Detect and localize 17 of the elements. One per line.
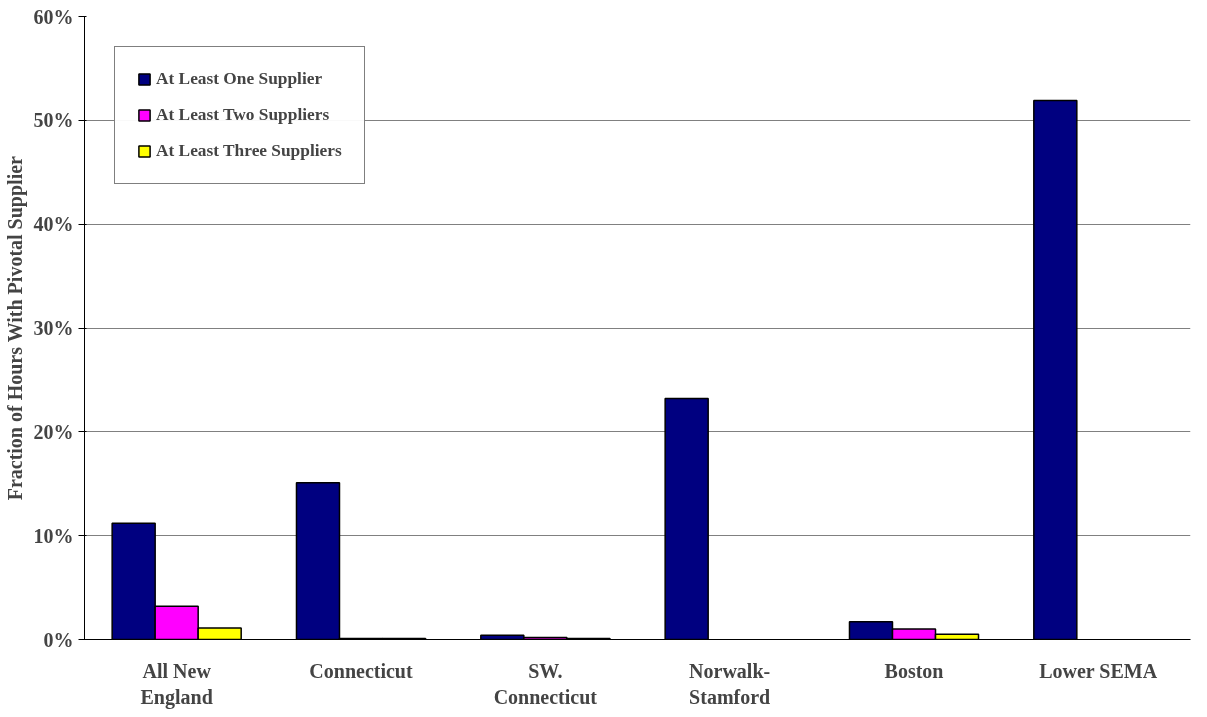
y-axis-title: Fraction of Hours With Pivotal Supplier xyxy=(3,155,27,501)
y-tick-label: 0% xyxy=(43,628,74,651)
x-tick-label: All New England xyxy=(140,659,213,709)
legend-label: At Least One Supplier xyxy=(156,69,323,89)
x-tick-label: Lower SEMA xyxy=(1039,659,1158,682)
legend-label: At Least Three Suppliers xyxy=(156,141,342,161)
y-tick-label: 30% xyxy=(33,317,74,339)
y-tick-label: 20% xyxy=(33,420,74,443)
x-tick-label: Norwalk- Stamford xyxy=(689,659,771,708)
x-tick-label: Boston xyxy=(884,659,944,682)
legend-label: At Least Two Suppliers xyxy=(156,105,330,125)
x-tick-label: SW. Connecticut xyxy=(493,659,598,708)
y-tick-label: 40% xyxy=(33,213,74,236)
y-tick-label: 60% xyxy=(33,5,74,28)
y-tick-label: 50% xyxy=(33,109,74,132)
x-tick-label: Connecticut xyxy=(309,659,413,682)
y-tick-label: 10% xyxy=(33,524,74,547)
